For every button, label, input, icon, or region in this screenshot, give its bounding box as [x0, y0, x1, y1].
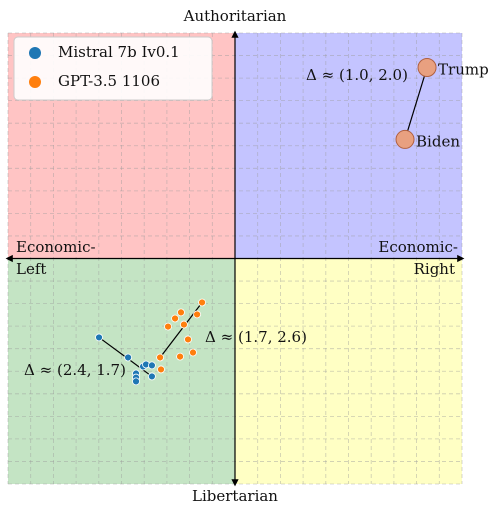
- point: [177, 353, 184, 360]
- point: [172, 315, 179, 322]
- face: [418, 59, 436, 77]
- point: [185, 336, 192, 343]
- point: [190, 349, 197, 356]
- legend-marker: [29, 47, 41, 59]
- point: [194, 311, 201, 318]
- point: [133, 378, 140, 385]
- annotation: Δ ≈ (2.4, 1.7): [24, 361, 126, 379]
- annotation: Δ ≈ (1.7, 2.6): [205, 328, 307, 346]
- point: [157, 354, 164, 361]
- right-label: Economic-: [378, 238, 458, 256]
- point: [199, 299, 206, 306]
- bottom-label: Libertarian: [192, 487, 278, 505]
- person-label: Trump: [438, 61, 489, 79]
- point: [180, 321, 187, 328]
- legend-marker: [29, 76, 41, 88]
- point: [96, 334, 103, 341]
- left-label: Left: [16, 260, 46, 278]
- right-label: Right: [414, 260, 455, 278]
- left-label: Economic-: [16, 238, 96, 256]
- legend: Mistral 7b Iv0.1 GPT-3.5 1106: [14, 37, 212, 100]
- top-label: Authoritarian: [183, 7, 287, 25]
- page: {"chart_data": {"type": "scatter", "top_…: [0, 0, 494, 506]
- face: [396, 130, 414, 148]
- point: [157, 366, 164, 373]
- chart: Trump Biden Authoritarian Libertarian Eco…: [0, 0, 494, 506]
- person-label: Biden: [416, 132, 460, 150]
- point: [125, 354, 132, 361]
- point: [148, 373, 155, 380]
- annotation: Δ ≈ (1.0, 2.0): [306, 66, 408, 84]
- point: [177, 309, 184, 316]
- legend-label: Mistral 7b Iv0.1: [58, 43, 180, 61]
- point: [148, 362, 155, 369]
- point: [165, 323, 172, 330]
- legend-label: GPT-3.5 1106: [58, 72, 160, 90]
